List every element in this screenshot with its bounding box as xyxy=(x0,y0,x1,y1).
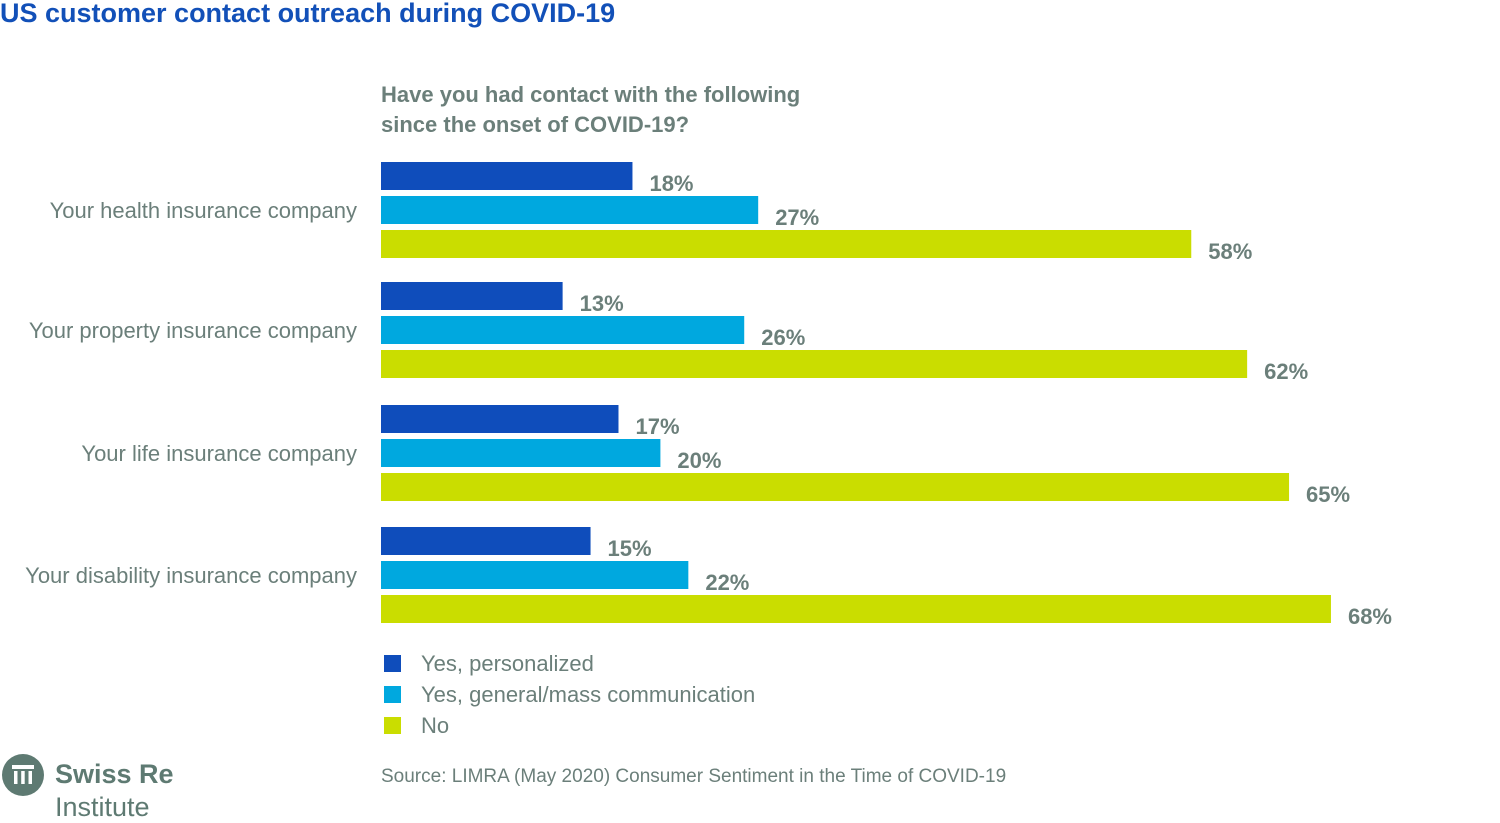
legend-label: Yes, general/mass communication xyxy=(421,681,756,707)
data-label: 26% xyxy=(761,325,805,350)
source-note: Source: LIMRA (May 2020) Consumer Sentim… xyxy=(381,766,1007,787)
chart-question: Have you had contact with the following … xyxy=(381,80,800,140)
category-label: Your life insurance company xyxy=(81,441,357,466)
legend-swatch xyxy=(384,717,401,734)
data-label: 68% xyxy=(1348,604,1392,629)
legend-item: Yes, general/mass communication xyxy=(384,679,755,710)
question-line-2: since the onset of COVID-19? xyxy=(381,112,690,137)
data-label: 58% xyxy=(1208,239,1252,264)
bar xyxy=(381,282,563,310)
logo-emblem-icon xyxy=(2,754,44,796)
logo-text-line1: Swiss Re xyxy=(55,759,174,789)
bar xyxy=(381,230,1192,258)
legend-item: No xyxy=(384,710,755,741)
data-label: 27% xyxy=(775,205,819,230)
data-label: 18% xyxy=(649,171,693,196)
data-label: 17% xyxy=(635,414,679,439)
bar xyxy=(381,527,591,555)
data-label: 20% xyxy=(677,448,721,473)
question-line-1: Have you had contact with the following xyxy=(381,82,801,107)
bar xyxy=(381,473,1290,501)
legend-item: Yes, personalized xyxy=(384,648,755,679)
data-label: 22% xyxy=(705,570,749,595)
bar xyxy=(381,595,1331,623)
data-label: 65% xyxy=(1306,482,1350,507)
data-label: 13% xyxy=(580,291,624,316)
chart-title: US customer contact outreach during COVI… xyxy=(0,0,616,28)
bar xyxy=(381,439,661,467)
data-label: 62% xyxy=(1264,359,1308,384)
legend-swatch xyxy=(384,686,401,703)
legend: Yes, personalized Yes, general/mass comm… xyxy=(384,648,755,741)
legend-swatch xyxy=(384,655,401,672)
bar xyxy=(381,162,633,190)
bar xyxy=(381,350,1248,378)
legend-label: Yes, personalized xyxy=(421,650,594,676)
legend-label: No xyxy=(421,712,450,738)
data-label: 15% xyxy=(608,536,652,561)
category-label: Your health insurance company xyxy=(50,198,357,223)
category-label: Your property insurance company xyxy=(29,318,357,343)
bar xyxy=(381,196,759,224)
bar xyxy=(381,316,745,344)
category-label: Your disability insurance company xyxy=(25,563,357,588)
bar xyxy=(381,561,689,589)
bar xyxy=(381,405,619,433)
logo-text-line2: Institute xyxy=(55,792,150,822)
